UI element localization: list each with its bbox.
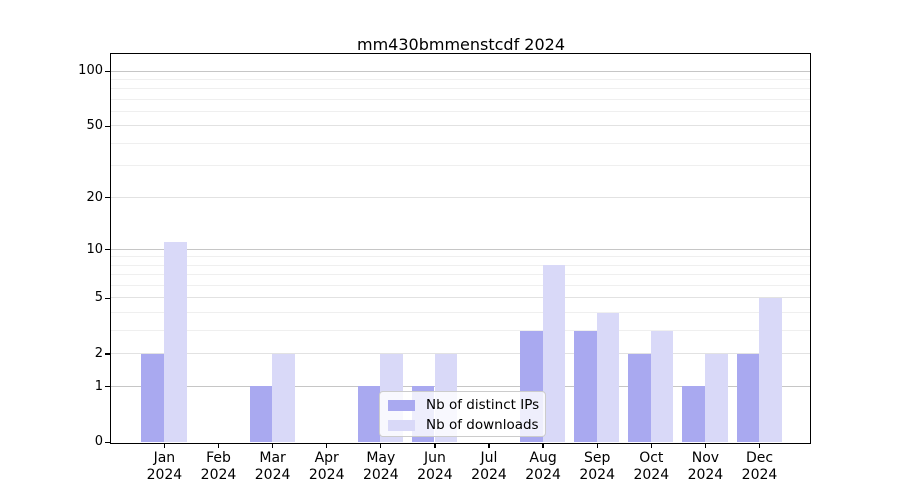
mid-gridline	[111, 125, 810, 127]
y-tick-mark	[105, 197, 111, 199]
bar-downloads	[164, 242, 187, 442]
bar-downloads	[759, 297, 782, 442]
y-tick-label: 0	[94, 434, 103, 450]
minor-gridline	[111, 312, 810, 314]
x-tick-label: Oct 2024	[633, 450, 670, 483]
bar-downloads	[272, 353, 295, 442]
x-tick-label: Nov 2024	[687, 450, 724, 483]
y-tick-label: 100	[78, 63, 103, 79]
bar-downloads	[650, 330, 674, 442]
plot-area	[110, 53, 811, 444]
x-tick-label: Feb 2024	[200, 450, 237, 483]
minor-gridline	[111, 264, 810, 266]
y-tick-mark	[105, 441, 111, 444]
chart-title: mm430bmmenstcdf 2024	[356, 35, 566, 54]
y-tick-mark	[105, 386, 111, 388]
minor-gridline	[111, 78, 810, 80]
x-tick-mark	[596, 443, 598, 448]
bar-downloads	[542, 265, 566, 442]
x-tick-mark	[758, 443, 761, 448]
mid-gridline	[111, 196, 810, 198]
legend-label-distinct-ips: Nb of distinct IPs	[426, 397, 540, 413]
y-tick-label: 1	[94, 378, 103, 394]
decade-gridline	[111, 70, 810, 72]
bar-distinct-ips	[574, 330, 597, 442]
y-tick-label: 10	[86, 241, 103, 257]
bar-distinct-ips	[628, 353, 651, 442]
x-tick-label: Apr 2024	[308, 450, 345, 483]
minor-gridline	[111, 285, 810, 287]
x-tick-label: Jan 2024	[146, 450, 183, 483]
y-tick-mark	[105, 125, 111, 127]
bar-downloads	[705, 353, 728, 442]
y-tick-mark	[105, 248, 111, 251]
minor-gridline	[111, 88, 810, 90]
legend-item-downloads: Nb of downloads	[388, 415, 539, 435]
legend: Nb of distinct IPs Nb of downloads	[379, 391, 546, 437]
decade-gridline	[111, 385, 810, 387]
x-tick-mark	[271, 443, 274, 448]
bar-distinct-ips	[736, 353, 760, 442]
mid-gridline	[111, 297, 810, 299]
y-tick-mark	[105, 70, 111, 73]
bar-distinct-ips	[141, 353, 164, 442]
x-tick-mark	[650, 443, 652, 448]
minor-gridline	[111, 98, 810, 100]
x-tick-mark	[434, 443, 436, 448]
legend-swatch-distinct-ips	[388, 399, 415, 411]
x-tick-label: Jul 2024	[471, 450, 507, 483]
x-tick-label: Jun 2024	[417, 450, 453, 483]
x-tick-label: Sep 2024	[579, 450, 615, 483]
minor-gridline	[111, 330, 810, 332]
y-tick-mark	[105, 297, 111, 299]
minor-gridline	[111, 274, 810, 276]
x-tick-mark	[163, 443, 166, 448]
x-tick-label: Mar 2024	[254, 450, 291, 483]
bar-distinct-ips	[682, 386, 705, 442]
y-tick-mark	[105, 353, 111, 355]
x-tick-mark	[380, 443, 382, 448]
x-tick-label: May 2024	[362, 450, 399, 483]
x-tick-mark	[488, 443, 490, 448]
x-tick-mark	[217, 443, 220, 448]
x-tick-mark	[542, 443, 544, 448]
minor-gridline	[111, 165, 810, 167]
y-tick-label: 5	[94, 290, 103, 306]
bar-downloads	[596, 312, 620, 442]
decade-gridline	[111, 248, 810, 250]
legend-label-downloads: Nb of downloads	[426, 417, 539, 433]
y-tick-label: 2	[94, 346, 103, 362]
x-tick-mark	[326, 443, 328, 448]
minor-gridline	[111, 256, 810, 258]
minor-gridline	[111, 111, 810, 113]
y-tick-label: 20	[86, 189, 103, 205]
x-tick-label: Dec 2024	[741, 450, 778, 483]
y-tick-label: 50	[86, 118, 103, 134]
mid-gridline	[111, 353, 810, 355]
bar-distinct-ips	[249, 386, 273, 442]
minor-gridline	[111, 142, 810, 144]
x-tick-label: Aug 2024	[525, 450, 561, 483]
legend-item-distinct-ips: Nb of distinct IPs	[388, 395, 540, 415]
x-tick-mark	[704, 443, 707, 448]
legend-swatch-downloads	[388, 419, 415, 431]
bar-distinct-ips	[357, 386, 381, 442]
